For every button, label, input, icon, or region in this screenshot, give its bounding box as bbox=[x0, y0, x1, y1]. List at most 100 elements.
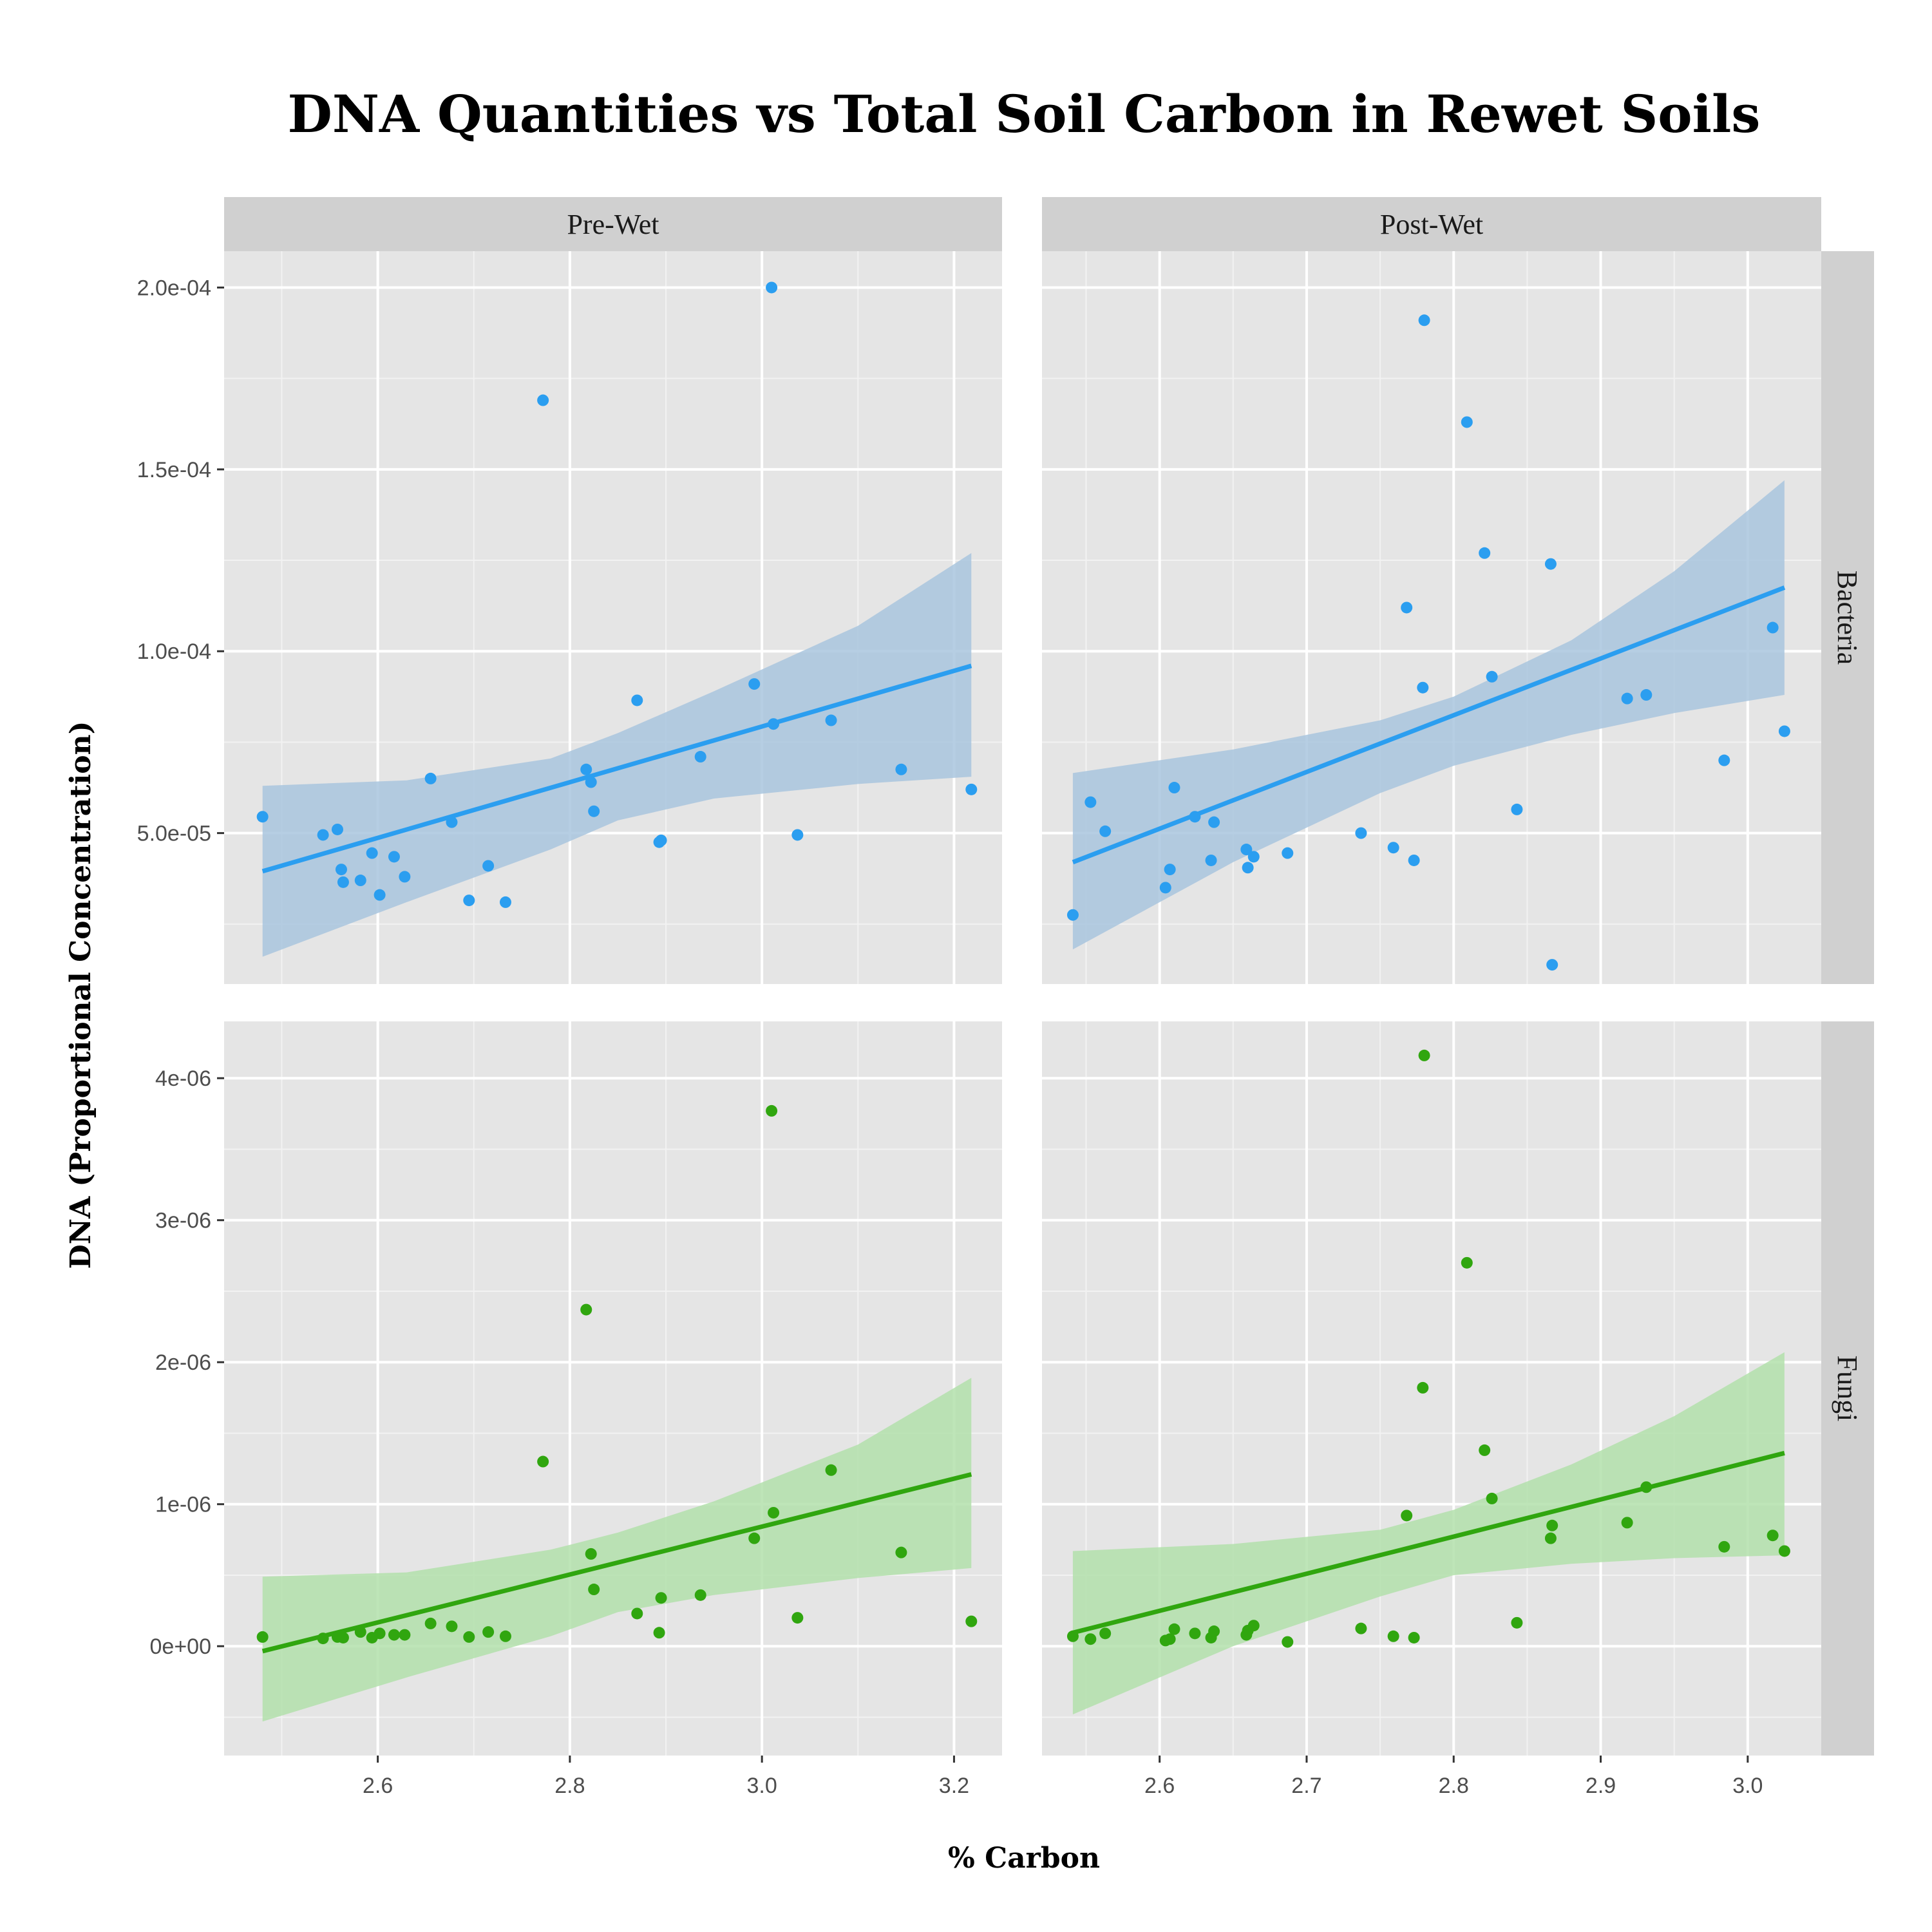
data-point bbox=[317, 829, 329, 841]
fit-line bbox=[261, 1472, 972, 1654]
data-point bbox=[1205, 854, 1217, 866]
data-point bbox=[580, 1303, 592, 1316]
data-point bbox=[748, 678, 761, 690]
data-point bbox=[1099, 1627, 1112, 1640]
panel-fungi-post-wet: 2.6 2.7 2.8 2.9 3.0 bbox=[1042, 1021, 1821, 1798]
strip-label-post-wet: Post-Wet bbox=[1380, 209, 1483, 240]
data-point bbox=[1718, 1540, 1730, 1553]
data-point bbox=[399, 871, 411, 883]
x-tick-label: 2.6 bbox=[363, 1774, 393, 1798]
data-point bbox=[895, 1546, 907, 1558]
data-point bbox=[1479, 1444, 1491, 1456]
x-tick-label: 3.0 bbox=[1732, 1774, 1763, 1798]
data-point bbox=[1486, 670, 1498, 683]
data-point bbox=[653, 1627, 665, 1639]
y-tick-label: 1.0e-04 bbox=[137, 639, 211, 664]
data-point bbox=[354, 1626, 366, 1638]
data-point bbox=[694, 751, 706, 763]
data-point bbox=[337, 1631, 349, 1643]
data-point bbox=[588, 1584, 600, 1596]
data-point bbox=[1418, 1049, 1430, 1061]
data-point bbox=[1084, 1633, 1097, 1645]
data-point bbox=[1778, 1545, 1790, 1557]
data-point bbox=[1718, 754, 1730, 766]
x-tick-label: 2.7 bbox=[1291, 1774, 1321, 1798]
data-point bbox=[1099, 825, 1112, 837]
data-point bbox=[1355, 1622, 1367, 1634]
y-tick-label: 1.5e-04 bbox=[137, 458, 211, 482]
data-point bbox=[748, 1532, 761, 1544]
data-point bbox=[1621, 692, 1633, 705]
data-point bbox=[825, 1464, 837, 1476]
data-point bbox=[1408, 1631, 1420, 1643]
data-point bbox=[1479, 547, 1491, 559]
data-point bbox=[388, 1629, 400, 1641]
data-point bbox=[424, 772, 437, 784]
data-point bbox=[1189, 1627, 1201, 1640]
data-point bbox=[499, 1630, 511, 1642]
data-point bbox=[482, 860, 495, 872]
y-tick-label: 1e-06 bbox=[155, 1493, 211, 1517]
data-point bbox=[424, 1617, 437, 1629]
strip-bacteria bbox=[1821, 251, 1874, 984]
data-point bbox=[766, 1104, 778, 1117]
data-point bbox=[1418, 314, 1430, 327]
data-point bbox=[446, 1620, 458, 1633]
data-point bbox=[1640, 1481, 1653, 1493]
data-point bbox=[1486, 1492, 1498, 1504]
data-point bbox=[1461, 416, 1473, 428]
data-point bbox=[1417, 681, 1429, 694]
data-point bbox=[317, 1633, 329, 1645]
y-tick-label: 3e-06 bbox=[155, 1209, 211, 1233]
data-point bbox=[463, 895, 475, 907]
x-tick-label: 2.6 bbox=[1144, 1774, 1175, 1798]
data-point bbox=[768, 718, 780, 730]
data-point bbox=[388, 851, 400, 863]
data-point bbox=[1066, 1630, 1079, 1642]
data-point bbox=[256, 811, 269, 823]
chart-title: DNA Quantities vs Total Soil Carbon in R… bbox=[288, 84, 1761, 144]
data-point bbox=[463, 1631, 475, 1643]
y-tick-label: 0e+00 bbox=[150, 1634, 212, 1659]
data-point bbox=[1766, 621, 1779, 634]
data-point bbox=[1247, 851, 1260, 863]
data-point bbox=[374, 1627, 386, 1640]
data-point bbox=[1164, 864, 1176, 876]
data-point bbox=[499, 896, 511, 908]
x-tick-label: 2.8 bbox=[1439, 1774, 1469, 1798]
data-point bbox=[1544, 1532, 1557, 1544]
data-point bbox=[1242, 862, 1254, 874]
x-tick-label: 2.9 bbox=[1586, 1774, 1616, 1798]
panel-bacteria-pre-wet: 5.0e-05 1.0e-04 1.5e-04 2.0e-04 bbox=[137, 251, 1002, 984]
data-point bbox=[655, 1592, 667, 1604]
y-tick-label: 2.0e-04 bbox=[137, 276, 211, 300]
y-axis-title: DNA (Proportional Concentration) bbox=[64, 721, 97, 1269]
confidence-band bbox=[1072, 480, 1785, 950]
fit-line bbox=[261, 663, 972, 874]
data-point bbox=[1387, 1630, 1399, 1642]
data-point bbox=[768, 1506, 780, 1519]
data-point bbox=[655, 834, 667, 846]
data-point bbox=[1546, 959, 1558, 971]
data-point bbox=[1778, 725, 1790, 737]
data-point bbox=[588, 805, 600, 817]
data-point bbox=[825, 714, 837, 726]
data-point bbox=[580, 763, 592, 775]
data-point bbox=[895, 763, 907, 775]
strip-fungi bbox=[1821, 1021, 1874, 1756]
strip-label-pre-wet: Pre-Wet bbox=[567, 209, 659, 240]
data-point bbox=[585, 776, 597, 788]
data-point bbox=[482, 1626, 495, 1638]
data-point bbox=[537, 394, 549, 406]
data-point bbox=[1544, 558, 1557, 570]
data-point bbox=[256, 1631, 269, 1643]
data-point bbox=[1355, 827, 1367, 839]
data-point bbox=[1640, 689, 1653, 701]
strip-label-fungi: Fungi bbox=[1832, 1356, 1863, 1422]
data-point bbox=[1461, 1256, 1473, 1269]
data-point bbox=[1621, 1517, 1633, 1529]
data-point bbox=[1511, 1616, 1523, 1629]
panel-fungi-pre-wet: 0e+00 1e-06 2e-06 3e-06 4e-06 2.6 2.8 3.0 3.2 bbox=[150, 1021, 1002, 1798]
data-point bbox=[1168, 782, 1180, 794]
